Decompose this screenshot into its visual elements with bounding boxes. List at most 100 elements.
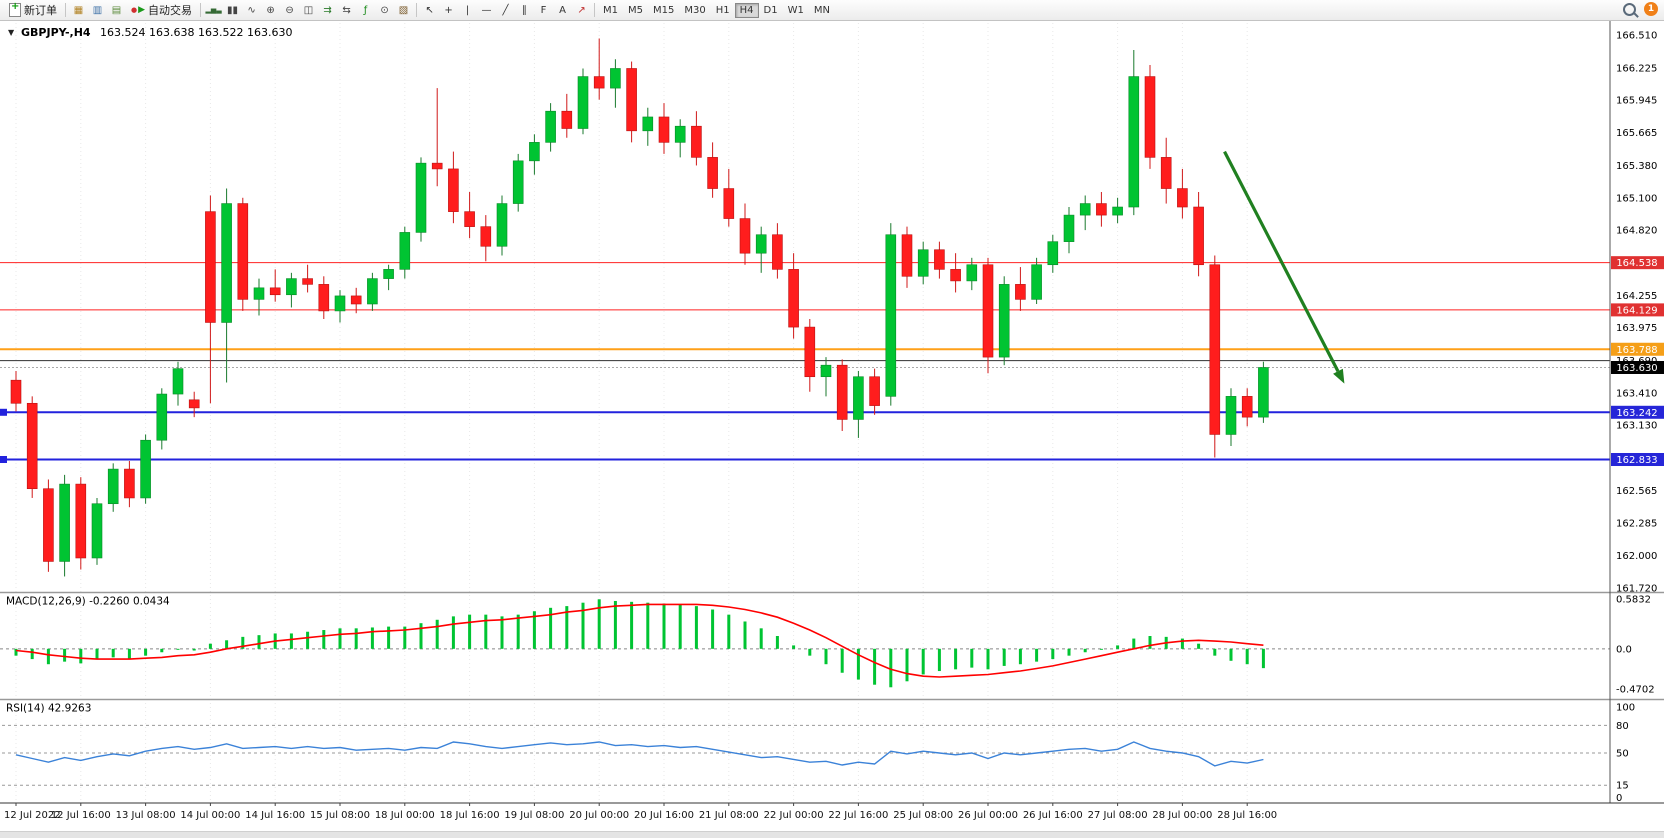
macd-panel: MACD(12,26,9) -0.2260 0.0434	[0, 591, 1664, 688]
market-watch-icon[interactable]: ▦	[73, 4, 84, 16]
timeframe-m15[interactable]: M15	[648, 3, 679, 18]
candle-body	[1258, 367, 1269, 418]
time-axis-label: 22 Jul 16:00	[828, 810, 888, 821]
svg-text:163.630: 163.630	[1616, 363, 1657, 374]
candle-body	[75, 483, 87, 559]
arrows-icon[interactable]: ↗	[577, 4, 586, 16]
candle-body	[269, 287, 281, 296]
candle-body	[869, 376, 880, 406]
bar-chart-icon[interactable]: ▂▅▃	[205, 5, 222, 14]
candle-body	[739, 218, 751, 254]
indicators-icon[interactable]: ƒ	[363, 4, 368, 16]
tile-windows-icon[interactable]: ◫	[303, 4, 314, 16]
templates-icon[interactable]: ▧	[398, 4, 409, 16]
candle-body	[448, 168, 459, 212]
timeframe-m1[interactable]: M1	[598, 3, 623, 18]
candle-body	[1031, 264, 1042, 300]
candle-body	[610, 68, 621, 89]
data-window-icon[interactable]: ▥	[92, 4, 103, 16]
rsi-axis-label: 100	[1616, 703, 1635, 714]
time-axis-label: 26 Jul 00:00	[958, 810, 1018, 821]
candle-body	[464, 211, 475, 227]
hline-edge-marker[interactable]	[0, 456, 7, 464]
candle-body	[1241, 396, 1253, 418]
time-axis-label: 25 Jul 08:00	[893, 810, 953, 821]
search-icon[interactable]	[1623, 2, 1636, 16]
time-axis-label: 18 Jul 00:00	[375, 810, 435, 821]
candle-body	[205, 211, 216, 323]
hline-edge-marker[interactable]	[0, 408, 7, 416]
price-tag-164.129: 164.129	[1611, 303, 1664, 317]
channel-icon[interactable]: ∥	[522, 4, 528, 16]
timeframe-m5[interactable]: M5	[623, 3, 648, 18]
symbol-dropdown-icon[interactable]: ▼	[8, 28, 15, 37]
macd-axis-label: 0.0	[1616, 644, 1632, 655]
auto-trading-button[interactable]: ▶ 自动交易	[126, 2, 197, 18]
time-axis-label: 14 Jul 00:00	[180, 810, 240, 821]
price-axis-label: 165.100	[1616, 193, 1657, 204]
candle-body	[529, 142, 540, 162]
price-axis[interactable]: 166.510 166.225 165.945 165.665 165.380 165.1…	[1609, 21, 1664, 804]
timeframe-h4[interactable]: H4	[734, 2, 759, 18]
cursor-icon[interactable]: ↖	[425, 4, 434, 16]
chart-canvas[interactable]: ▼ GBPJPY-,H4 163.524 163.638 163.522 163.6…	[0, 21, 1664, 831]
timeframe-mn[interactable]: MN	[809, 3, 835, 18]
price-axis-label: 166.225	[1616, 63, 1657, 74]
candle-body	[820, 364, 832, 378]
candle-body	[1063, 214, 1075, 242]
toolbar-separator	[594, 3, 596, 17]
time-axis-label: 12 Jul 16:00	[51, 810, 111, 821]
toolbar-group-chart-tools: ▂▅▃ ▮▮ ∿ ⊕ ⊖ ◫ ⇉ ⇆ ƒ ⊙ ▧	[204, 2, 413, 19]
price-axis-label: 162.000	[1616, 551, 1657, 562]
chart-shift-icon[interactable]: ⇆	[342, 4, 351, 16]
candle-body	[399, 232, 411, 270]
new-order-button[interactable]: 新订单	[4, 1, 62, 18]
candle-body	[350, 295, 362, 305]
new-order-label: 新订单	[24, 4, 57, 17]
candle-body	[691, 125, 702, 158]
candle-body	[1193, 206, 1204, 266]
horizontal-line-icon[interactable]: —	[481, 4, 492, 16]
svg-text:163.242: 163.242	[1616, 408, 1657, 419]
window-bottom-edge	[0, 831, 1664, 838]
candle-body	[772, 234, 783, 270]
timeframe-h1[interactable]: H1	[711, 3, 735, 18]
navigator-icon[interactable]: ▤	[111, 4, 122, 16]
candle-body	[512, 160, 524, 204]
crosshair-icon[interactable]: +	[444, 4, 453, 16]
notification-badge[interactable]: 1	[1644, 2, 1658, 16]
auto-scroll-icon[interactable]: ⇉	[323, 4, 332, 16]
timeframe-toolbar: M1 M5 M15 M30 H1 H4 D1 W1 MN	[598, 2, 835, 18]
zoom-in-icon[interactable]: ⊕	[266, 4, 275, 16]
price-axis-label: 163.975	[1616, 323, 1657, 334]
price-tag-163.242: 163.242	[1611, 405, 1664, 419]
candle-body	[172, 368, 184, 395]
trendline-icon[interactable]: ╱	[502, 4, 509, 16]
timeframe-w1[interactable]: W1	[783, 3, 809, 18]
line-chart-icon[interactable]: ∿	[247, 4, 256, 16]
periods-icon[interactable]: ⊙	[380, 4, 389, 16]
candle-body	[107, 468, 119, 505]
candle-body	[237, 203, 249, 300]
candlestick-chart-icon[interactable]: ▮▮	[227, 4, 239, 16]
vertical-line-icon[interactable]: |	[465, 4, 470, 16]
timeframe-m30[interactable]: M30	[679, 3, 710, 18]
candle-body	[707, 157, 718, 189]
price-axis-label: 163.130	[1616, 421, 1657, 432]
candle-body	[545, 110, 556, 143]
zoom-out-icon[interactable]: ⊖	[285, 4, 294, 16]
candle-body	[1128, 76, 1140, 208]
candle-body	[253, 287, 265, 300]
macd-histogram	[14, 599, 1265, 688]
candle-body	[1015, 284, 1026, 300]
candle-body	[577, 76, 589, 129]
candle-body	[836, 364, 848, 420]
timeframe-d1[interactable]: D1	[759, 3, 783, 18]
candle-body	[901, 234, 913, 277]
text-icon[interactable]: A	[559, 4, 566, 16]
trend-arrow[interactable]	[1223, 150, 1345, 384]
candle-body	[1225, 396, 1237, 435]
fibonacci-icon[interactable]: F	[540, 4, 547, 16]
time-axis-label: 15 Jul 08:00	[310, 810, 370, 821]
